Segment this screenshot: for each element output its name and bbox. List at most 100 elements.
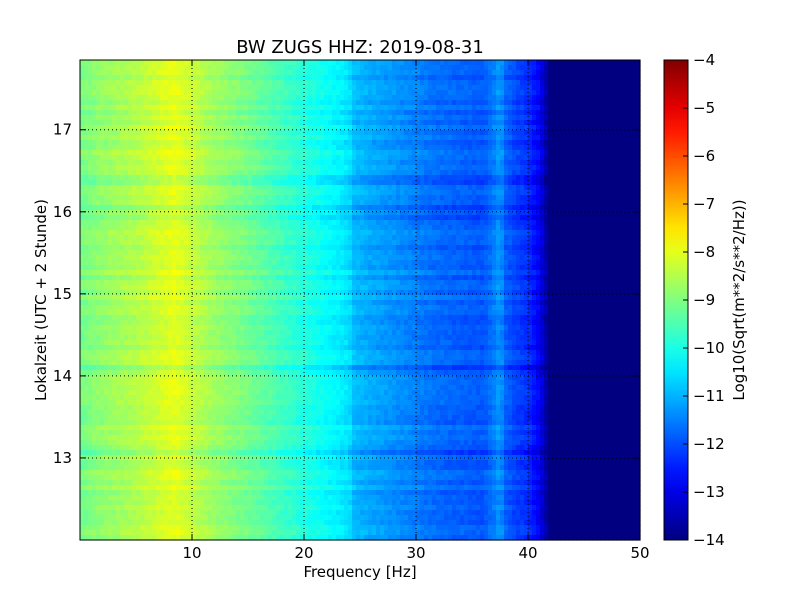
heatmap-cell [272, 210, 277, 216]
heatmap-cell [276, 175, 281, 181]
heatmap-cell [156, 190, 161, 196]
heatmap-cell [276, 260, 281, 266]
heatmap-cell [124, 155, 129, 161]
heatmap-cell [148, 440, 153, 446]
heatmap-cell [256, 320, 261, 326]
heatmap-cell [236, 270, 241, 276]
heatmap-cell [216, 265, 221, 271]
heatmap-cell [248, 295, 253, 301]
heatmap-cell [164, 175, 169, 181]
heatmap-cell [276, 235, 281, 241]
heatmap-cell [284, 110, 289, 116]
heatmap-cell [144, 410, 149, 416]
heatmap-cell [264, 180, 269, 186]
heatmap-cell [160, 440, 165, 446]
heatmap-cell [88, 490, 93, 496]
heatmap-cell [216, 410, 221, 416]
heatmap-cell [104, 410, 109, 416]
heatmap-cell [216, 465, 221, 471]
heatmap-cell [128, 195, 133, 201]
heatmap-cell [112, 195, 117, 201]
heatmap-cell [160, 150, 165, 156]
heatmap-cell [88, 70, 93, 76]
heatmap-cell [136, 360, 141, 366]
heatmap-cell [224, 485, 229, 491]
heatmap-cell [92, 475, 97, 481]
heatmap-cell [168, 190, 173, 196]
heatmap-cell [220, 85, 225, 91]
heatmap-cell [252, 95, 257, 101]
heatmap-cell [168, 315, 173, 321]
heatmap-cell [172, 360, 177, 366]
heatmap-cell [80, 200, 85, 206]
heatmap-cell [188, 215, 193, 221]
heatmap-cell [252, 295, 257, 301]
heatmap-cell [188, 110, 193, 116]
heatmap-cell [132, 395, 137, 401]
heatmap-cell [196, 135, 201, 141]
heatmap-cell [88, 95, 93, 101]
heatmap-cell [116, 245, 121, 251]
heatmap-cell [100, 415, 105, 421]
heatmap-cell [84, 340, 89, 346]
heatmap-cell [128, 155, 133, 161]
heatmap-cell [132, 420, 137, 426]
heatmap-cell [268, 75, 273, 81]
heatmap-cell [232, 255, 237, 261]
heatmap-cell [84, 375, 89, 381]
heatmap-cell [80, 185, 85, 191]
heatmap-cell [272, 190, 277, 196]
heatmap-cell [284, 385, 289, 391]
heatmap-cell [164, 75, 169, 81]
heatmap-cell [156, 255, 161, 261]
heatmap-cell [208, 310, 213, 316]
heatmap-cell [180, 360, 185, 366]
heatmap-cell [160, 180, 165, 186]
heatmap-cell [172, 140, 177, 146]
heatmap-cell [160, 145, 165, 151]
heatmap-cell [152, 200, 157, 206]
heatmap-cell [116, 425, 121, 431]
heatmap-cell [196, 370, 201, 376]
heatmap-cell [228, 365, 233, 371]
heatmap-cell [104, 380, 109, 386]
heatmap-cell [236, 120, 241, 126]
heatmap-cell [256, 220, 261, 226]
heatmap-cell [188, 390, 193, 396]
heatmap-cell [236, 410, 241, 416]
heatmap-cell [216, 170, 221, 176]
heatmap-cell [240, 215, 245, 221]
heatmap-cell [128, 530, 133, 536]
heatmap-cell [136, 485, 141, 491]
heatmap-cell [112, 505, 117, 511]
heatmap-cell [264, 95, 269, 101]
heatmap-cell [100, 320, 105, 326]
heatmap-cell [212, 75, 217, 81]
heatmap-cell [152, 390, 157, 396]
heatmap-cell [268, 130, 273, 136]
heatmap-cell [164, 445, 169, 451]
heatmap-cell [252, 495, 257, 501]
heatmap-cell [208, 375, 213, 381]
heatmap-cell [204, 360, 209, 366]
heatmap-cell [148, 365, 153, 371]
heatmap-cell [84, 445, 89, 451]
heatmap-cell [252, 435, 257, 441]
heatmap-cell [244, 205, 249, 211]
heatmap-cell [148, 395, 153, 401]
heatmap-cell [128, 150, 133, 156]
heatmap-cell [104, 315, 109, 321]
heatmap-cell [140, 100, 145, 106]
heatmap-cell [176, 300, 181, 306]
heatmap-cell [104, 90, 109, 96]
heatmap-cell [136, 90, 141, 96]
heatmap-cell [168, 390, 173, 396]
heatmap-cell [192, 465, 197, 471]
heatmap-cell [208, 225, 213, 231]
heatmap-cell [212, 490, 217, 496]
heatmap-cell [160, 380, 165, 386]
heatmap-cell [80, 470, 85, 476]
heatmap-cell [212, 480, 217, 486]
heatmap-cell [216, 305, 221, 311]
heatmap-cell [124, 185, 129, 191]
